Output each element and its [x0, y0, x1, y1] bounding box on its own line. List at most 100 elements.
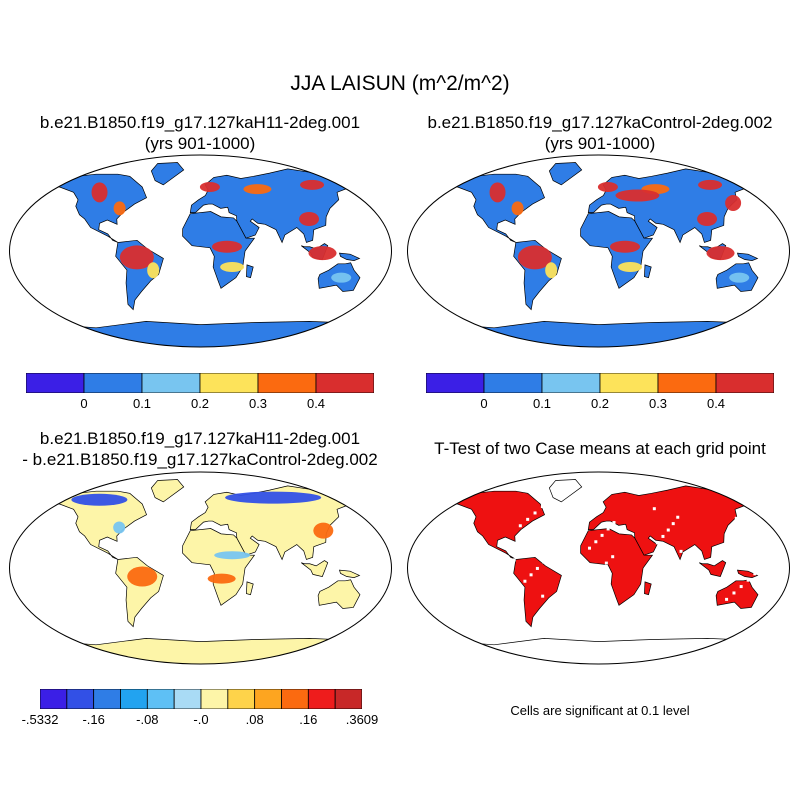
colorbar-tick-label: .16 — [299, 712, 318, 727]
africa-south-patch — [220, 262, 245, 272]
insignificant-cell — [752, 538, 756, 542]
insignificant-cell — [585, 580, 589, 584]
insignificant-cell — [612, 521, 616, 525]
insignificant-cell — [679, 549, 683, 553]
insignificant-cell — [598, 568, 602, 571]
colorbar-swatch — [315, 373, 374, 393]
insignificant-cell — [540, 505, 544, 509]
colorbar-tick-label: 0.3 — [248, 396, 268, 411]
colorbar-swatch — [141, 373, 201, 393]
colorbar-tick-label: 0 — [80, 396, 88, 411]
land-seasia — [699, 560, 727, 577]
insignificant-cell — [600, 533, 604, 537]
colorbar-swatch — [200, 689, 229, 709]
colorbar-swatch — [227, 689, 256, 709]
colorbar-tick-label: .08 — [245, 712, 264, 727]
colorbar-tick-label: 0.1 — [532, 396, 552, 411]
insignificant-cell — [474, 600, 478, 603]
land-newguinea — [339, 252, 361, 261]
insignificant-cell — [523, 579, 527, 583]
land-africa — [182, 528, 256, 606]
africa-increase — [207, 573, 236, 584]
insignificant-cell — [671, 522, 675, 526]
insignificant-cell — [541, 594, 545, 598]
colorbar-tick-label: -.5332 — [21, 712, 59, 727]
colorbar-swatch — [26, 373, 85, 393]
us-east-decrease — [113, 521, 126, 534]
panel-case2-title: b.e21.B1850.f19_g17.127kaControl-2deg.00… — [400, 112, 800, 154]
land-madagascar — [246, 264, 254, 279]
colorbar-swatch — [257, 373, 317, 393]
insignificant-cell — [608, 589, 612, 593]
congo-hotspot — [610, 240, 641, 253]
colorbar-tick-label: 0.2 — [190, 396, 210, 411]
insignificant-cell — [747, 544, 751, 548]
brazil-east-patch — [147, 262, 160, 279]
land-greenland — [548, 162, 583, 186]
colorbar-swatch — [541, 373, 601, 393]
brazil-east-patch — [545, 262, 558, 279]
insignificant-cell — [526, 545, 530, 549]
africa-south-patch — [618, 262, 643, 272]
insignificant-cell — [661, 569, 665, 573]
colorbar-case2 — [426, 373, 774, 393]
insignificant-cell — [731, 523, 735, 527]
land-madagascar — [644, 264, 652, 279]
insignificant-cell — [673, 556, 677, 560]
amazon-increase — [127, 566, 158, 587]
insignificant-cell — [684, 577, 688, 581]
significance-note: Cells are significant at 0.1 level — [510, 703, 690, 718]
panel-case1-title-line1: b.e21.B1850.f19_g17.127kaH11-2deg.001 — [39, 113, 361, 132]
insignificant-cell — [753, 572, 757, 576]
east-asia-increase — [313, 522, 334, 539]
map-case1 — [9, 154, 392, 348]
insignificant-cell — [584, 518, 588, 522]
land-newguinea — [339, 569, 361, 578]
land-madagascar — [644, 581, 652, 596]
insignificant-cell — [526, 517, 530, 521]
insignificant-cell — [652, 507, 656, 511]
insignificant-cell — [663, 596, 667, 600]
insignificant-cell — [594, 540, 598, 544]
us-east-patch — [113, 201, 126, 216]
scandinavia-hotspot — [597, 182, 618, 192]
amazon-hotspot — [119, 245, 154, 270]
land-newguinea — [737, 569, 759, 578]
land-northamerica — [442, 173, 546, 243]
insignificant-cell — [533, 539, 537, 543]
amazon-hotspot — [517, 245, 552, 270]
panel-diff-title-line1: b.e21.B1850.f19_g17.127kaH11-2deg.001 — [39, 429, 361, 448]
congo-hotspot — [212, 240, 243, 253]
colorbar-swatch — [426, 373, 485, 393]
us-east-patch — [511, 201, 524, 216]
china-hotspot — [697, 212, 718, 226]
colorbar-swatch — [173, 689, 202, 709]
panel-ttest-title: T-Test of two Case means at each grid po… — [434, 439, 766, 458]
map-border — [407, 471, 790, 665]
insignificant-cell — [746, 578, 750, 582]
arctic-eurasia-decrease — [225, 491, 322, 504]
colorbar-swatch — [715, 373, 774, 393]
panel-case2-title-line1: b.e21.B1850.f19_g17.127kaControl-2deg.00… — [427, 113, 773, 132]
colorbar-swatch — [199, 373, 259, 393]
insignificant-cell — [606, 527, 610, 531]
colorbar-tick-label: -.16 — [82, 712, 105, 727]
insignificant-cell — [727, 529, 731, 533]
sahel-decrease — [214, 551, 251, 560]
insignificant-cell — [655, 541, 659, 545]
colorbar-tick-label: -.08 — [136, 712, 159, 727]
land-northamerica — [44, 490, 148, 560]
land-eurasia — [189, 485, 363, 561]
canada-hotspot — [91, 182, 108, 203]
ocean — [9, 472, 392, 664]
colorbar-diff-ticks: -.5332 -.16 -.08 -.0 .08 .16 .3609 — [22, 712, 379, 728]
panel-diff-title: b.e21.B1850.f19_g17.127kaH11-2deg.001 - … — [0, 428, 400, 470]
colorbar-tick-label: 0.1 — [132, 396, 152, 411]
insignificant-cell — [604, 561, 608, 565]
colorbar-swatch — [146, 689, 175, 709]
east-siberia-hotspot — [300, 179, 325, 190]
insignificant-cell — [739, 585, 743, 589]
insignificant-cell — [666, 528, 670, 532]
insignificant-cell — [518, 524, 522, 528]
colorbar-swatch — [307, 689, 336, 709]
